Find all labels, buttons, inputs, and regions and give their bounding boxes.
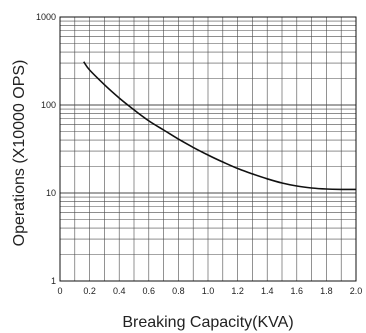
x-tick-label: 0 — [57, 286, 62, 296]
x-tick-label: 1.4 — [261, 286, 274, 296]
series-line — [83, 61, 356, 191]
series-layer — [83, 61, 356, 191]
plot-frame — [59, 16, 357, 282]
y-tick-label: 10 — [46, 188, 56, 198]
x-tick-labels: 0 0.2 0.4 0.6 0.8 1.0 1.2 1.4 1.6 1.8 2.0 — [57, 286, 362, 296]
x-tick-label: 0.2 — [83, 286, 96, 296]
y-tick-label: 1 — [51, 276, 56, 286]
x-tick-label: 2.0 — [350, 286, 363, 296]
x-tick-label: 1.6 — [291, 286, 304, 296]
x-tick-label: 0.8 — [172, 286, 185, 296]
x-tick-label: 0.6 — [143, 286, 156, 296]
y-tick-label: 100 — [41, 100, 56, 110]
x-tick-label: 1.0 — [202, 286, 215, 296]
y-tick-labels: 1 10 100 1000 — [36, 12, 56, 286]
x-tick-label: 1.2 — [231, 286, 244, 296]
x-tick-label: 0.4 — [113, 286, 126, 296]
y-axis-title: Operations (X10000 OPS) — [11, 60, 28, 247]
grid-lines — [60, 17, 356, 281]
x-tick-label: 1.8 — [320, 286, 333, 296]
y-tick-label: 1000 — [36, 12, 56, 22]
x-axis-title: Breaking Capacity(KVA) — [122, 314, 293, 331]
